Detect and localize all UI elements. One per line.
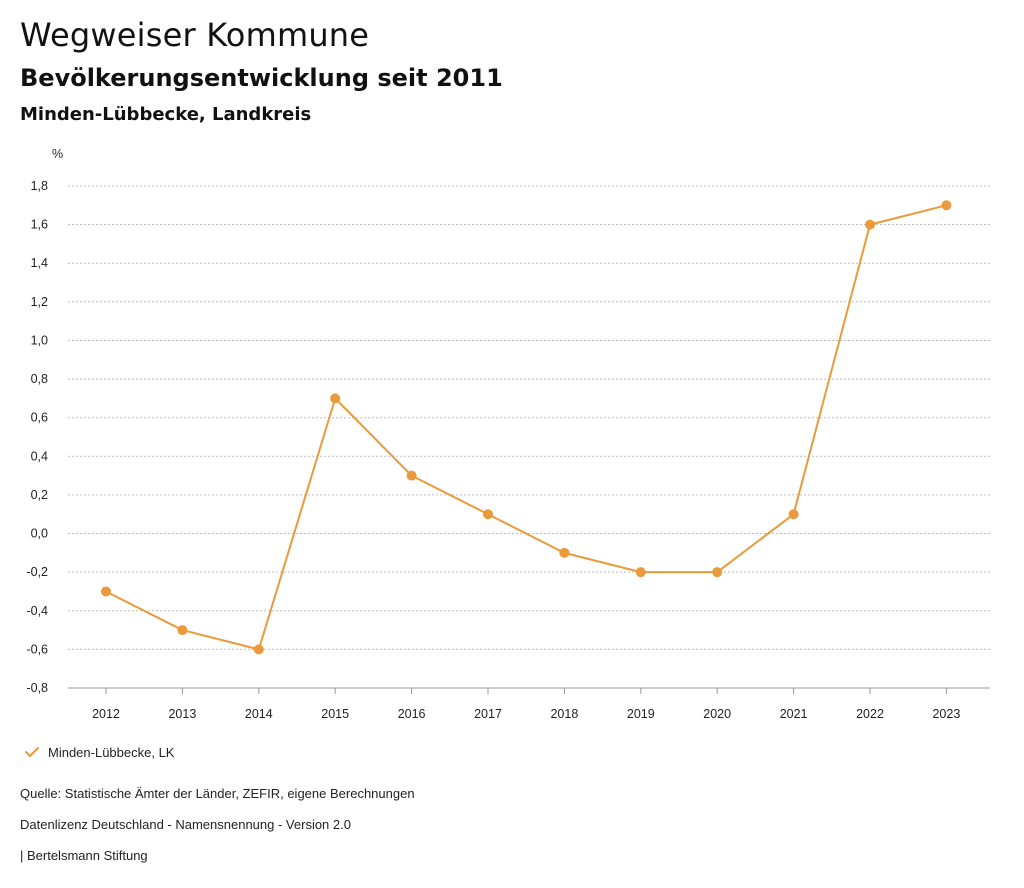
data-point[interactable] — [865, 219, 875, 230]
y-tick-label: -0,8 — [26, 681, 48, 695]
data-point[interactable] — [177, 625, 188, 636]
y-tick-label: 0,0 — [31, 527, 48, 541]
series-group — [101, 200, 952, 655]
y-tick-label: 0,2 — [31, 488, 48, 502]
legend[interactable]: Minden-Lübbecke, LK — [24, 744, 174, 760]
x-tick-label: 2021 — [780, 707, 808, 721]
data-point[interactable] — [253, 644, 264, 655]
y-tick-label: 1,4 — [31, 256, 48, 270]
data-point[interactable] — [788, 509, 799, 520]
series-line — [105, 204, 947, 651]
y-tick-label: 0,4 — [31, 449, 48, 463]
x-tick-label: 2014 — [245, 707, 273, 721]
y-tick-label: -0,2 — [26, 565, 48, 579]
legend-label: Minden-Lübbecke, LK — [48, 744, 175, 760]
chart-subtitle: Bevölkerungsentwicklung seit 2011 — [20, 64, 503, 92]
license-note: Datenlizenz Deutschland - Namensnennung … — [20, 817, 351, 832]
data-point[interactable] — [712, 567, 723, 578]
y-tick-label: 1,0 — [31, 333, 48, 347]
grid-lines — [68, 185, 990, 689]
y-tick-label: 1,2 — [31, 295, 48, 309]
x-tick-label: 2015 — [321, 707, 349, 721]
data-point[interactable] — [941, 200, 952, 211]
data-point[interactable] — [406, 470, 417, 481]
line-chart: % 1,8 1,6 1,4 1,2 1,0 0,8 0,6 0,4 0,2 0,0 -0,2 -0,4… — [26, 147, 990, 721]
data-point[interactable] — [483, 509, 493, 520]
y-tick-label: 1,8 — [31, 179, 48, 193]
y-axis-ticks: 1,8 1,6 1,4 1,2 1,0 0,8 0,6 0,4 0,2 0,0 -0,2 -0,4 -0… — [26, 179, 48, 695]
brand-note: | Bertelsmann Stiftung — [20, 848, 148, 863]
page-title: Wegweiser Kommune — [20, 16, 370, 54]
y-tick-label: 0,8 — [31, 372, 48, 386]
x-tick-label: 2019 — [627, 707, 655, 721]
source-note: Quelle: Statistische Ämter der Länder, Z… — [20, 786, 415, 801]
y-tick-label: 1,6 — [31, 218, 48, 232]
x-tick-label: 2023 — [932, 707, 960, 721]
x-tick-label: 2020 — [703, 707, 731, 721]
x-tick-label: 2018 — [550, 707, 578, 721]
data-point[interactable] — [101, 586, 111, 597]
y-tick-label: -0,4 — [26, 604, 48, 618]
checkmark-icon — [25, 747, 39, 757]
x-tick-label: 2012 — [92, 707, 120, 721]
data-point[interactable] — [559, 547, 570, 558]
x-axis-ticks: 2012 2013 2014 2015 2016 2017 2018 2019 2020 2021… — [68, 687, 990, 721]
data-point[interactable] — [635, 567, 646, 578]
y-tick-label: 0,6 — [31, 411, 48, 425]
x-tick-label: 2016 — [398, 707, 426, 721]
y-axis-unit-label: % — [52, 147, 63, 161]
y-tick-label: -0,6 — [26, 642, 48, 656]
region-name: Minden-Lübbecke, Landkreis — [20, 104, 312, 125]
x-tick-label: 2022 — [856, 707, 884, 721]
x-tick-label: 2017 — [474, 707, 502, 721]
data-point[interactable] — [330, 393, 341, 404]
x-tick-label: 2013 — [168, 707, 196, 721]
